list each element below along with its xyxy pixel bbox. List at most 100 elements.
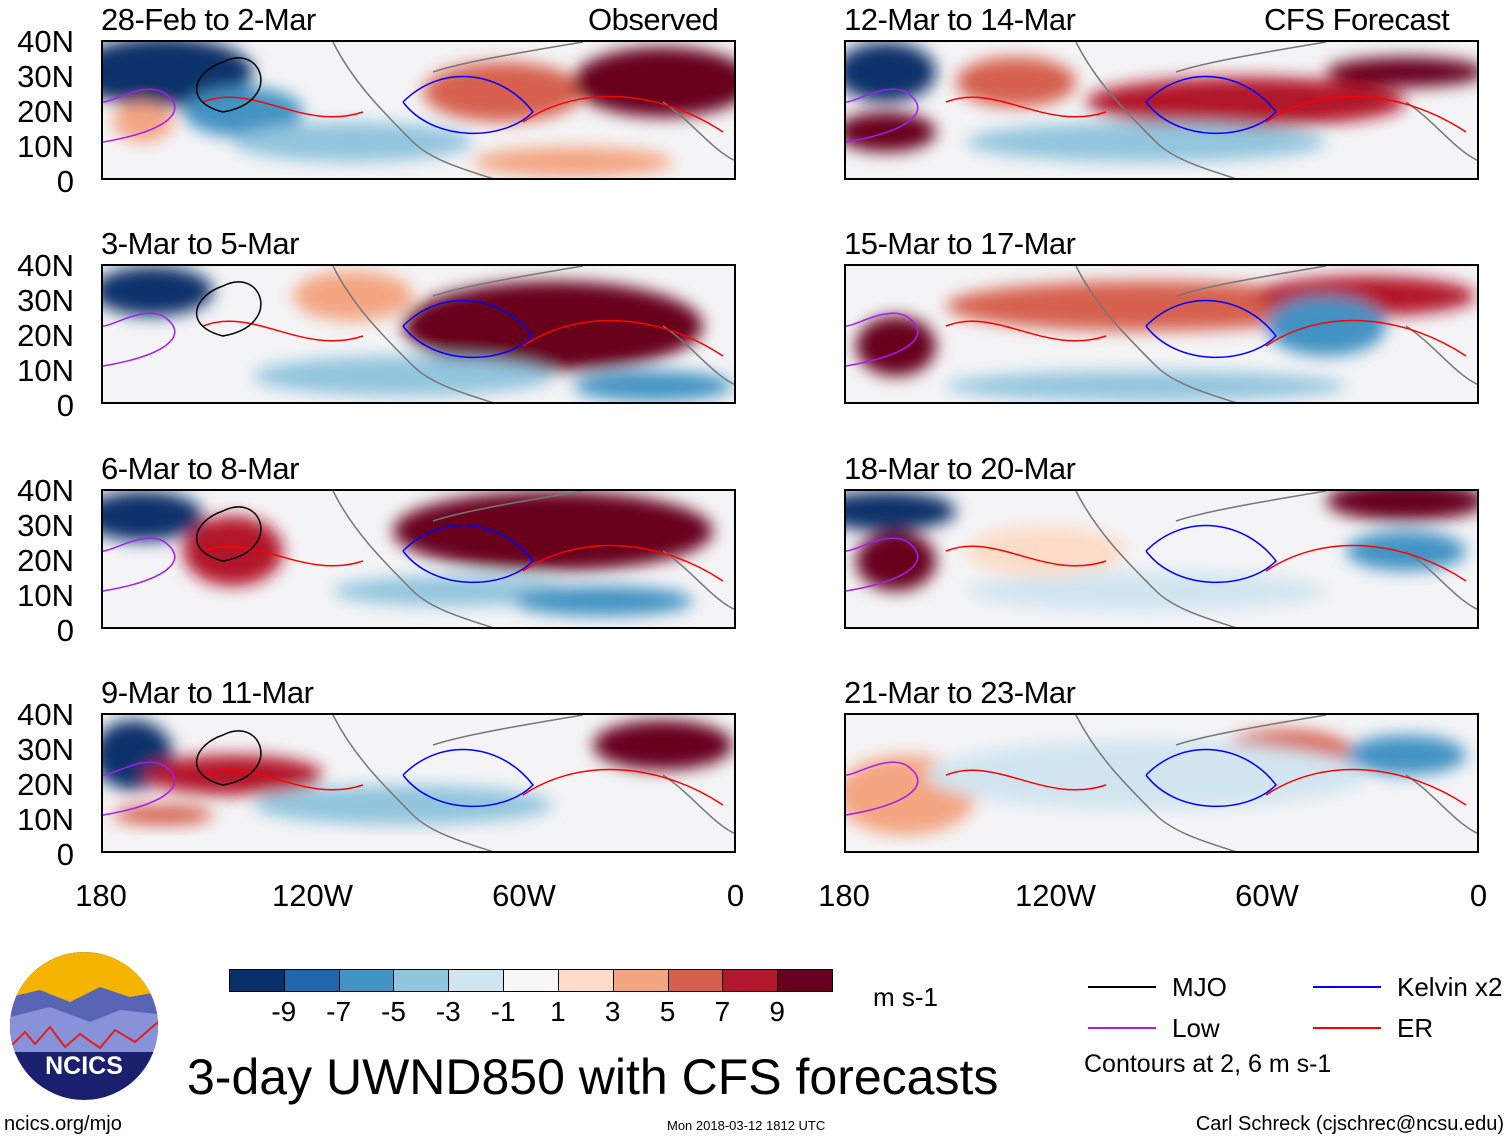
anomaly-region [846,491,956,531]
colorbar-cell [338,969,395,992]
panel-title: 6-Mar to 8-Mar [101,451,299,486]
lat-label: 10N [17,578,74,613]
colorbar-label: -3 [435,996,461,1027]
lat-label: 30N [17,59,74,94]
source-url[interactable]: ncics.org/mjo [4,1113,122,1135]
coastline [332,491,734,627]
contour-er [202,319,724,357]
colorbar-cell [777,969,833,992]
colorbar-label: 1 [550,996,566,1027]
anomaly-region [513,586,693,616]
anomaly-region [966,122,1326,162]
colorbar-label: 9 [769,996,785,1027]
colorbar-cell [283,969,340,992]
observed-label: Observed [588,2,719,37]
contour-low [103,312,176,367]
coastline [332,715,734,851]
anomaly-region [113,805,213,825]
contour-kelvin [1145,299,1277,359]
anomaly-region [856,316,936,376]
contour-mjo [195,281,262,337]
anomaly-region [1086,77,1406,127]
anomaly-region [846,112,936,152]
anomaly-region [573,371,733,401]
figure-title: 3-day UWND850 with CFS forecasts [187,1049,999,1105]
map-panel [844,489,1479,629]
panel-title: 28-Feb to 2-Mar [101,2,316,37]
colorbar-units: m s-1 [873,982,938,1012]
map-panel [844,713,1479,853]
coastline [1075,266,1477,402]
colorbar-label: 7 [714,996,731,1027]
contour-low [103,761,176,816]
map-panel [844,40,1479,180]
anomaly-region [143,755,323,795]
anomaly-region [333,576,573,606]
anomaly-region [103,266,213,316]
contour-kelvin [402,299,534,359]
lat-label: 0 [56,837,74,872]
legend-line [1313,1027,1381,1029]
anomaly-region [293,271,413,321]
anomaly-region [423,62,583,122]
anomaly-region [183,516,283,586]
contour-low [103,88,176,143]
colorbar-cell [448,969,505,992]
lat-label: 0 [56,388,74,423]
lon-label: 60W [492,878,556,913]
lat-label: 20N [17,318,74,353]
colorbar-cell [503,969,559,992]
coastline [1075,715,1477,851]
lat-label: 40N [17,473,74,508]
coastline [1075,491,1477,627]
panel-title: 12-Mar to 14-Mar [844,2,1076,37]
anomaly-region [846,42,936,102]
panel-title: 21-Mar to 23-Mar [844,675,1076,710]
colorbar-cell [557,969,614,992]
legend-label: MJO [1172,972,1227,1002]
contour-er [202,768,724,806]
lat-label: 0 [56,164,74,199]
contour-kelvin [1145,524,1277,584]
contour-er [945,95,1467,133]
colorbar-cell [667,969,724,992]
legend-label: Kelvin x2 [1397,972,1503,1002]
contour-kelvin [1145,75,1277,135]
anomaly-region [253,356,553,396]
colorbar-label: -1 [490,996,516,1027]
contour-low [846,537,919,592]
contour-kelvin [402,524,534,584]
lat-label: 40N [17,697,74,732]
contour-kelvin [402,75,534,135]
anomaly-region [946,281,1346,331]
lat-label: 10N [17,353,74,388]
lon-label: 120W [1015,878,1096,913]
contour-er [202,95,724,133]
legend-label: ER [1397,1013,1434,1043]
contour-mjo [195,506,262,562]
anomaly-region [856,531,936,591]
anomaly-region [1266,296,1386,356]
logo-text: NCICS [45,1052,123,1080]
anomaly-region [1346,735,1466,775]
anomaly-region [966,571,1326,611]
contour-er [945,319,1467,357]
panel-title: 15-Mar to 17-Mar [844,226,1076,261]
anomaly-region [946,371,1346,401]
panel-title: 3-Mar to 5-Mar [101,226,299,261]
anomaly-region [1326,57,1477,87]
contour-low [103,537,176,592]
anomaly-region [393,491,713,571]
contour-kelvin [402,748,534,808]
legend-line [1088,986,1156,988]
contour-low [846,312,919,367]
lon-label: 180 [818,878,870,913]
contour-low [846,88,919,143]
timestamp: Mon 2018-03-12 1812 UTC [667,1118,826,1133]
lon-label: 180 [75,878,127,913]
coastline [1075,42,1477,178]
contour-kelvin [1145,748,1277,808]
colorbar-cell [612,969,669,992]
contour-er [945,544,1467,582]
panel-title: 9-Mar to 11-Mar [101,675,314,710]
